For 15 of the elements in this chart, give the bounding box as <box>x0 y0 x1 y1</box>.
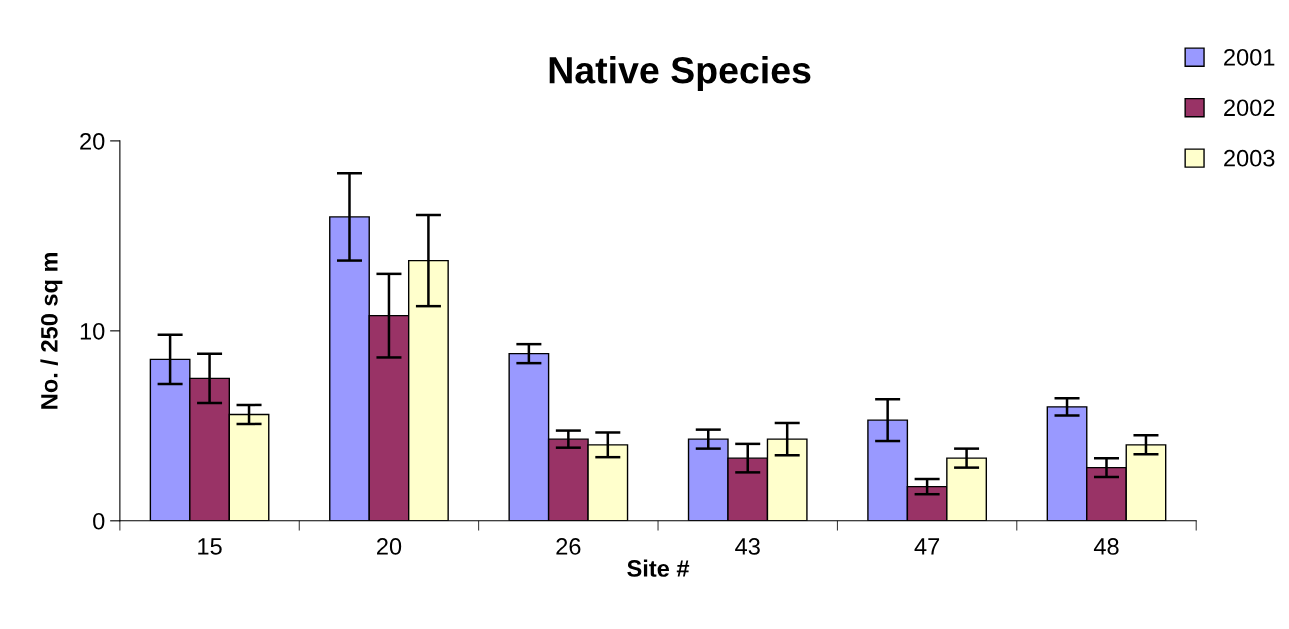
x-tick-label: 26 <box>556 538 581 555</box>
x-tick-label: 48 <box>1093 538 1119 555</box>
y-tick-label: 10 <box>80 322 105 340</box>
x-tick-label: 15 <box>198 538 222 555</box>
x-tick-label: 43 <box>735 538 760 555</box>
legend-label: 2001 <box>1224 48 1275 66</box>
y-tick-label: 20 <box>80 132 105 150</box>
y-axis-title: No. / 250 sq m <box>40 252 63 409</box>
y-tick-label: 0 <box>93 512 105 530</box>
x-tick-label: 20 <box>377 538 402 555</box>
legend-label: 2002 <box>1224 99 1275 117</box>
chart-title: Native Species <box>549 56 811 91</box>
x-tick-label: 47 <box>914 538 940 555</box>
legend-label: 2003 <box>1224 149 1275 167</box>
x-axis-title: Site # <box>627 559 690 577</box>
